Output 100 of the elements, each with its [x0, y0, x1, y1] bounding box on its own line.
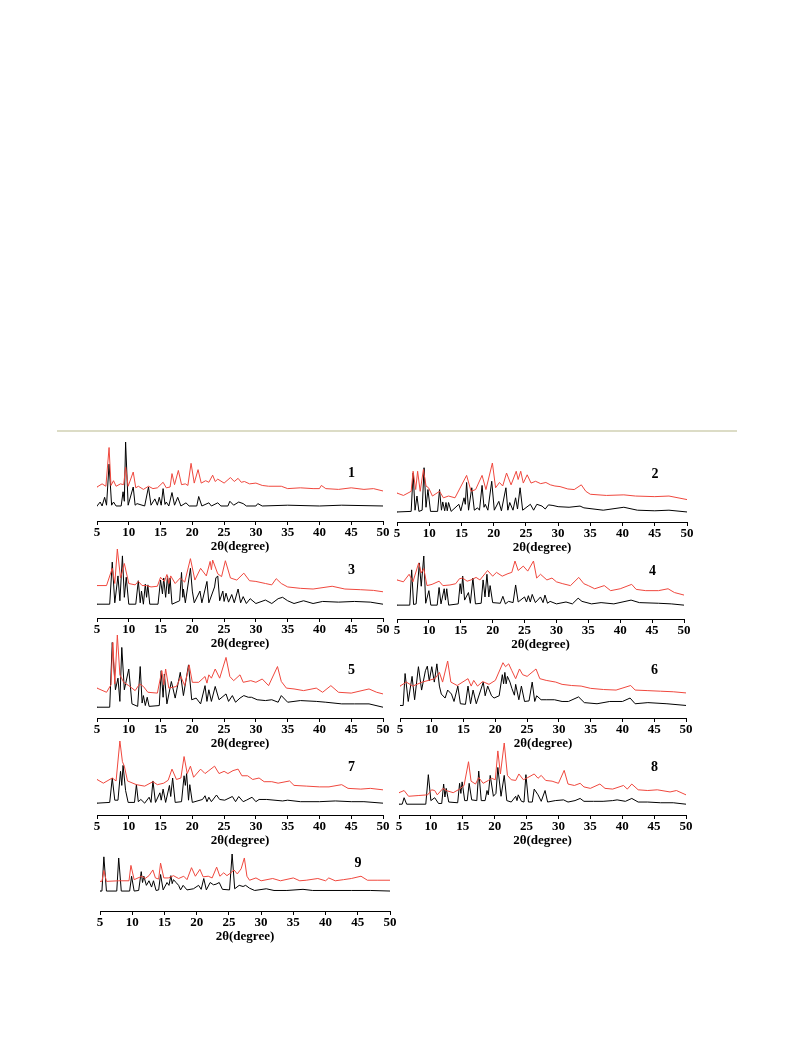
x-tick-label: 20 — [190, 913, 204, 929]
x-tick-label: 10 — [424, 817, 438, 833]
x-tick-label: 40 — [312, 523, 326, 539]
x-tick-label: 50 — [677, 621, 691, 637]
x-tick-label: 15 — [454, 621, 468, 637]
x-tick-label: 35 — [581, 621, 596, 637]
x-tick-label: 20 — [185, 817, 199, 833]
x-axis-title: 2θ(degree) — [210, 734, 270, 750]
x-tick-label: 10 — [125, 913, 139, 929]
x-tick-label: 40 — [312, 620, 326, 636]
annotation: 4 — [648, 562, 656, 578]
annotation: 6 — [651, 661, 659, 677]
x-tick-label: 15 — [154, 720, 168, 736]
x-tick-label: 50 — [383, 913, 397, 929]
x-tick-label: 15 — [456, 817, 470, 833]
x-tick-label: 10 — [425, 720, 439, 736]
x-tick-label: 45 — [344, 817, 359, 833]
x-tick-label: 40 — [312, 817, 326, 833]
x-tick-label: 20 — [185, 620, 199, 636]
x-tick-label: 50 — [376, 817, 390, 833]
x-tick-label: 25 — [518, 621, 532, 637]
x-tick-label: 20 — [487, 524, 501, 540]
x-tick-label: 15 — [457, 720, 471, 736]
x-tick-label: 5 — [395, 817, 403, 833]
x-tick-label: 35 — [583, 524, 598, 540]
x-tick-label: 45 — [645, 621, 660, 637]
x-tick-label: 45 — [344, 720, 359, 736]
x-tick-label: 45 — [647, 720, 662, 736]
x-axis-title: 2θ(degree) — [210, 831, 270, 847]
x-tick-label: 40 — [613, 621, 627, 637]
x-tick-label: 10 — [122, 817, 136, 833]
x-tick-label: 40 — [615, 720, 629, 736]
x-tick-label: 20 — [488, 817, 502, 833]
x-tick-label: 10 — [122, 620, 136, 636]
x-tick-label: 50 — [679, 817, 693, 833]
x-tick-label: 35 — [281, 523, 295, 539]
x-tick-label: 45 — [344, 620, 359, 636]
x-tick-label: 5 — [396, 720, 404, 736]
x-tick-label: 30 — [249, 523, 263, 539]
x-tick-label: 30 — [254, 913, 268, 929]
x-tick-label: 35 — [584, 720, 598, 736]
annotation: 1 — [348, 464, 356, 480]
x-tick-label: 45 — [351, 913, 365, 929]
x-tick-label: 15 — [154, 817, 168, 833]
x-tick-label: 10 — [422, 524, 436, 540]
x-tick-label: 30 — [551, 817, 565, 833]
x-tick-label: 5 — [393, 621, 401, 637]
x-tick-label: 5 — [93, 817, 101, 833]
x-tick-label: 35 — [281, 720, 295, 736]
annotation: 9 — [354, 854, 362, 870]
x-tick-label: 15 — [454, 524, 469, 540]
x-tick-label: 25 — [520, 720, 535, 736]
x-axis-title: 2θ(degree) — [210, 634, 270, 650]
annotation: 2 — [651, 465, 659, 481]
x-tick-label: 45 — [344, 523, 359, 539]
x-axis-title: 2θ(degree) — [210, 537, 270, 553]
x-tick-label: 30 — [249, 620, 263, 636]
annotation: 3 — [348, 561, 356, 577]
annotation: 7 — [348, 758, 356, 774]
x-tick-label: 5 — [393, 524, 401, 540]
x-tick-label: 30 — [549, 621, 563, 637]
x-tick-label: 10 — [122, 720, 136, 736]
x-tick-label: 30 — [552, 720, 566, 736]
x-tick-label: 35 — [286, 913, 301, 929]
x-tick-label: 35 — [281, 620, 295, 636]
x-axis-title: 2θ(degree) — [513, 734, 573, 750]
x-tick-label: 50 — [376, 523, 390, 539]
x-tick-label: 25 — [217, 720, 232, 736]
annotation: 8 — [650, 758, 658, 774]
x-axis-title: 2θ(degree) — [512, 538, 572, 554]
x-tick-label: 20 — [486, 621, 500, 637]
x-tick-label: 15 — [154, 620, 168, 636]
x-tick-label: 10 — [122, 523, 136, 539]
x-tick-label: 15 — [157, 913, 172, 929]
x-tick-label: 30 — [551, 524, 565, 540]
x-axis-title: 2θ(degree) — [215, 927, 275, 943]
x-tick-label: 15 — [154, 523, 168, 539]
x-tick-label: 25 — [217, 523, 232, 539]
x-tick-label: 20 — [185, 720, 199, 736]
x-tick-label: 40 — [312, 720, 326, 736]
x-tick-label: 40 — [615, 817, 629, 833]
x-tick-label: 5 — [93, 720, 101, 736]
x-tick-label: 25 — [217, 620, 232, 636]
x-tick-label: 40 — [616, 524, 630, 540]
x-tick-label: 25 — [217, 817, 232, 833]
annotation: 5 — [348, 661, 356, 677]
x-tick-label: 45 — [647, 817, 662, 833]
x-tick-label: 10 — [422, 621, 436, 637]
x-axis-title: 2θ(degree) — [513, 831, 572, 847]
x-tick-label: 5 — [93, 523, 101, 539]
x-tick-label: 50 — [680, 524, 694, 540]
x-tick-label: 30 — [249, 817, 263, 833]
x-tick-label: 40 — [319, 913, 333, 929]
x-tick-label: 30 — [249, 720, 263, 736]
x-tick-label: 25 — [520, 817, 534, 833]
x-tick-label: 25 — [519, 524, 533, 540]
x-tick-label: 50 — [376, 720, 390, 736]
x-tick-label: 50 — [376, 620, 390, 636]
x-tick-label: 20 — [488, 720, 502, 736]
x-tick-label: 5 — [93, 620, 101, 636]
